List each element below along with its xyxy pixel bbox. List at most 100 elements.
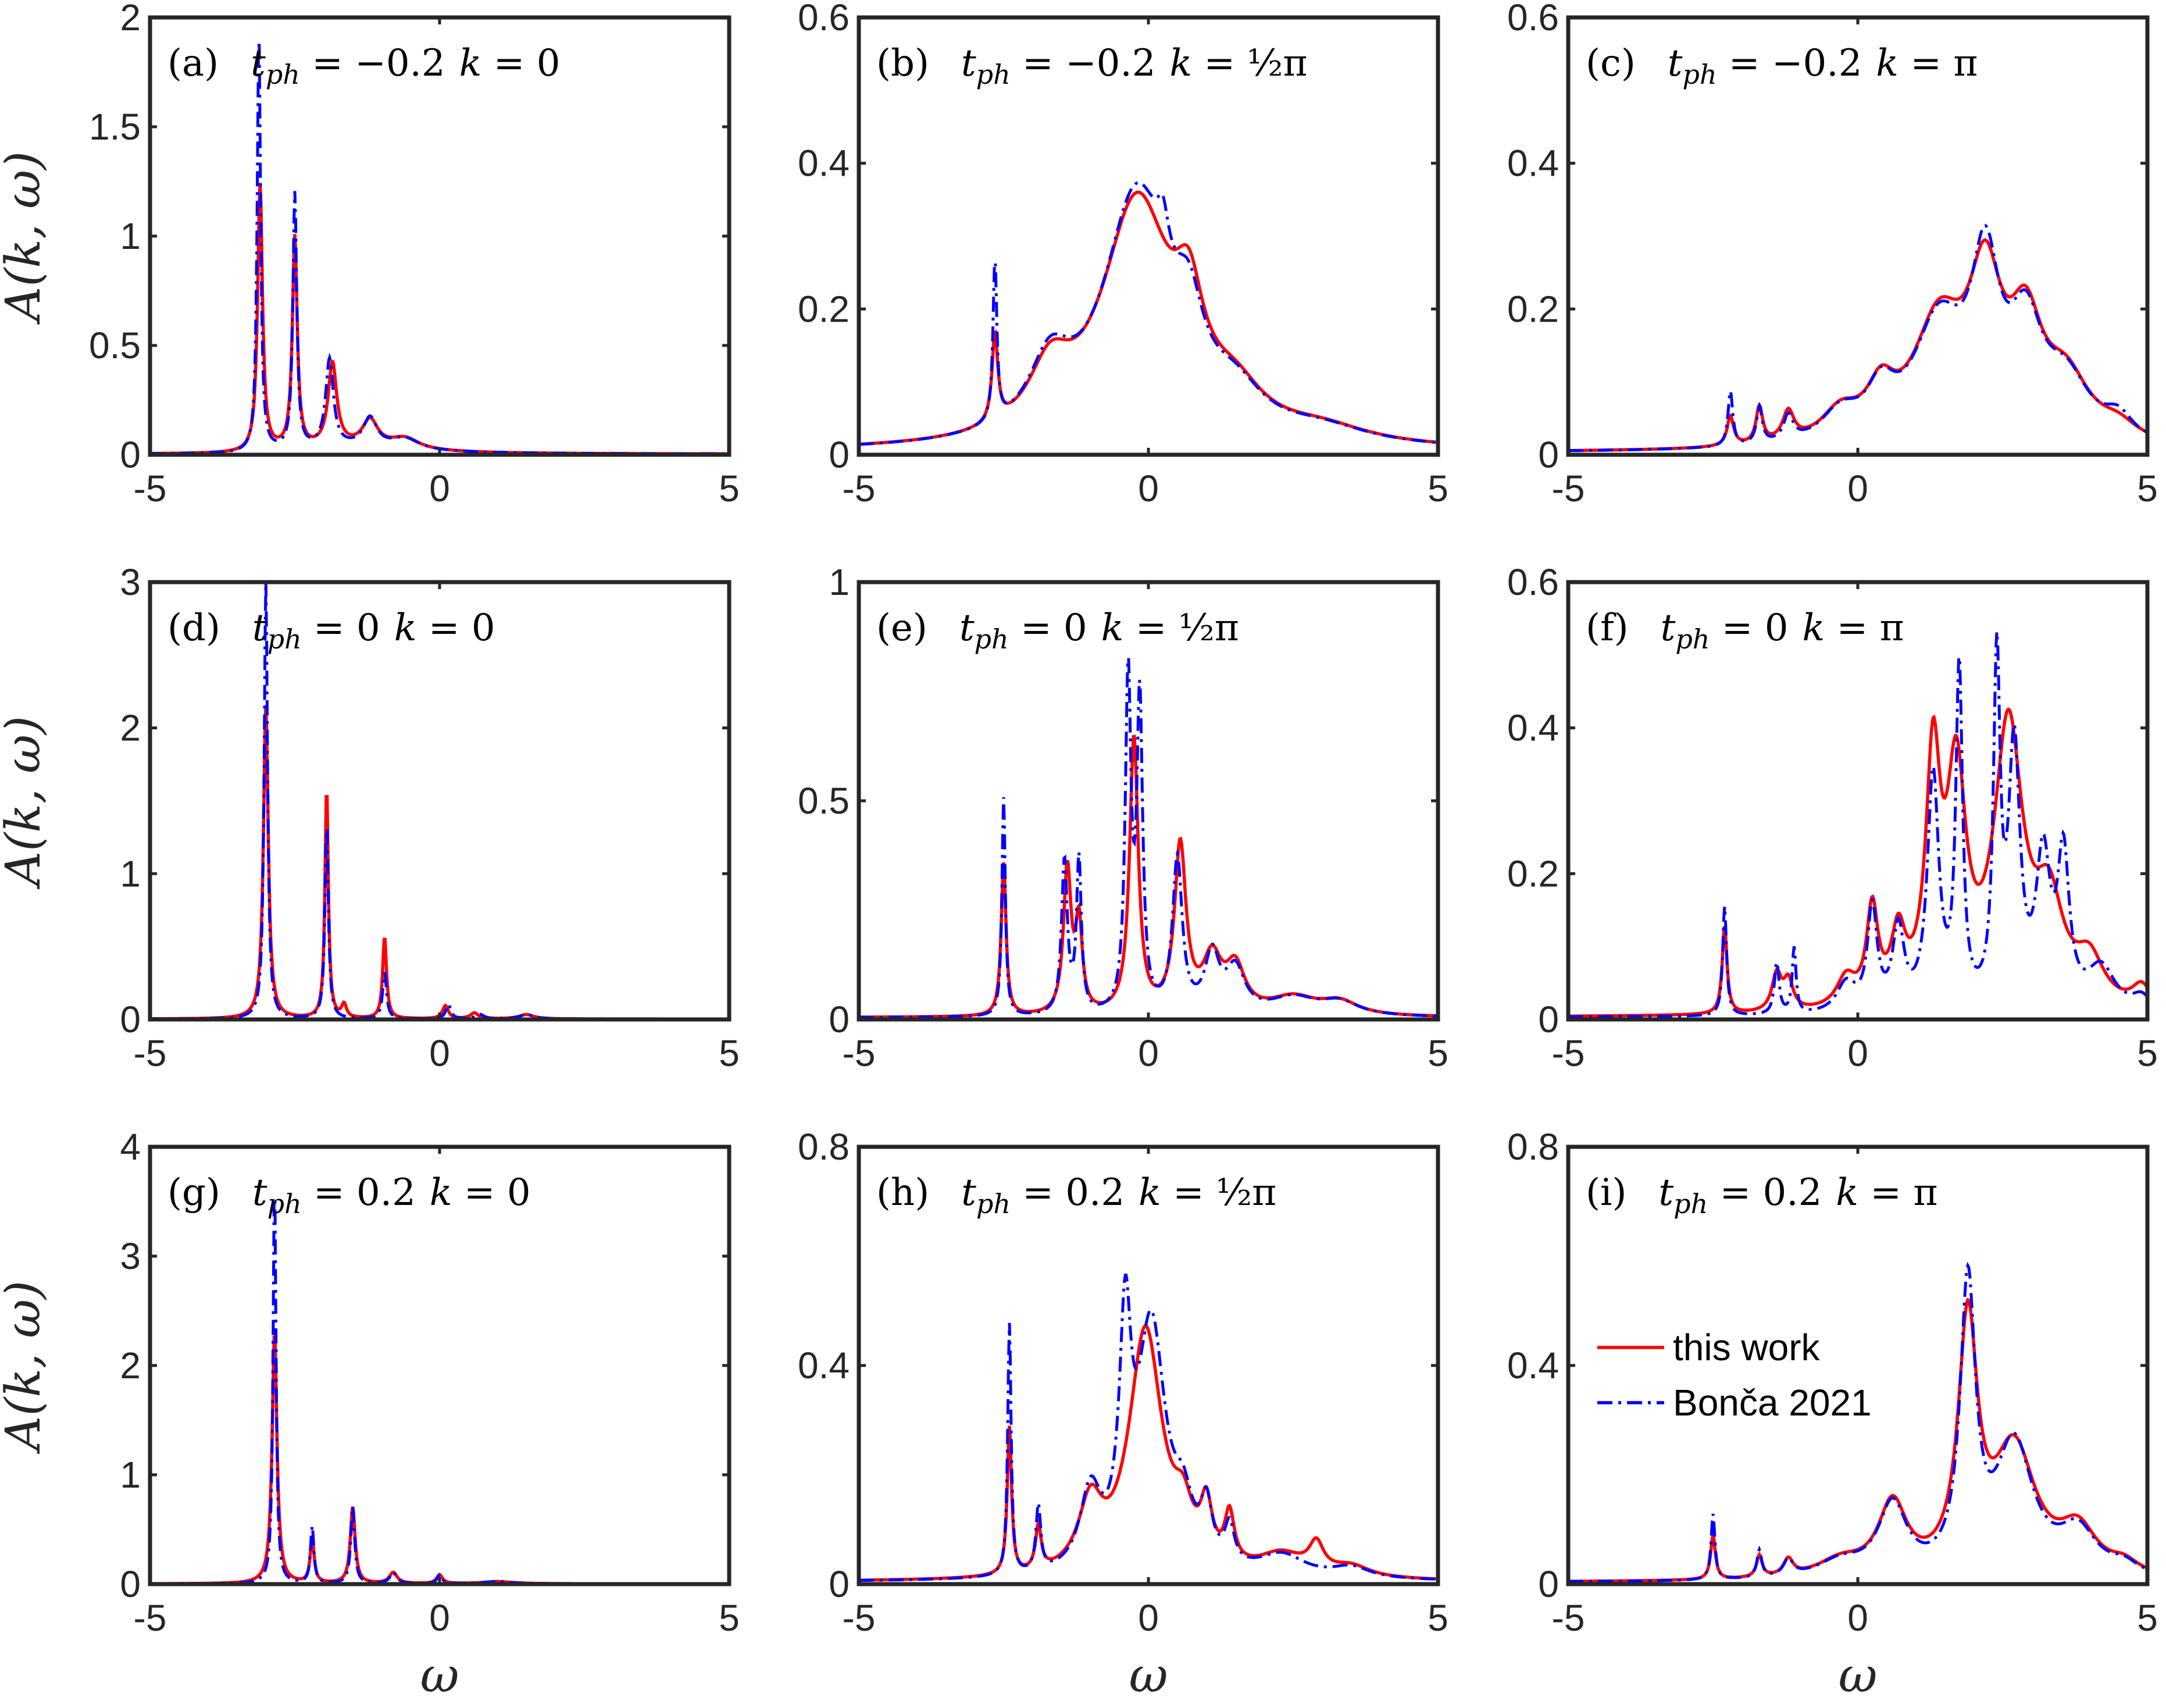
y-axis-label: A(k, ω) bbox=[0, 151, 51, 325]
x-tick-label: 5 bbox=[2137, 468, 2158, 509]
x-tick-label: 5 bbox=[2137, 1032, 2158, 1074]
series-bonca-2021-c bbox=[1568, 224, 2147, 452]
tph-value: 0 bbox=[1765, 607, 1789, 650]
y-tick-label: 0 bbox=[120, 434, 141, 476]
panel-title-c: (c) tph = −0.2 k = π bbox=[1586, 42, 1978, 90]
y-tick-label: 2 bbox=[120, 1345, 141, 1386]
x-tick-label: -5 bbox=[134, 1032, 167, 1074]
panel-label: (a) bbox=[167, 42, 219, 85]
x-tick-label: -5 bbox=[843, 1597, 876, 1639]
y-tick-label: 0 bbox=[829, 999, 850, 1040]
x-axis-label: ω bbox=[420, 1648, 459, 1703]
panel-h: 00.40.8-5 0 5(h) tph = 0.2 k = ½πω bbox=[798, 1126, 1448, 1703]
x-tick-label: 0 bbox=[1847, 1032, 1868, 1074]
series-this-work-g bbox=[150, 1335, 729, 1584]
y-tick-label: 0.4 bbox=[1507, 1345, 1559, 1386]
y-tick-label: 0.6 bbox=[1507, 561, 1559, 603]
k-value: 0 bbox=[537, 42, 561, 85]
series-this-work-c bbox=[1568, 238, 2147, 452]
series-bonca-2021-h bbox=[859, 1273, 1438, 1582]
panel-a: 00.511.52-5 0 5(a) tph = −0.2 k = 0A(k, ω) bbox=[0, 0, 740, 509]
panel-b: 00.20.40.6-5 0 5(b) tph = −0.2 k = ½π bbox=[798, 0, 1448, 509]
panel-label: (f) bbox=[1586, 607, 1629, 650]
x-tick-label: 0 bbox=[429, 1032, 450, 1074]
y-axis-label: A(k, ω) bbox=[0, 716, 51, 890]
panel-c: 00.20.40.6-5 0 5(c) tph = −0.2 k = π bbox=[1507, 0, 2158, 509]
series-bonca-2021-g bbox=[150, 1197, 729, 1584]
x-tick-label: -5 bbox=[134, 468, 167, 509]
y-tick-label: 0.4 bbox=[1507, 707, 1559, 749]
series-bonca-2021-e bbox=[859, 657, 1438, 1019]
x-axis-label: ω bbox=[1839, 1648, 1878, 1703]
tph-value: 0.2 bbox=[356, 1171, 416, 1214]
legend-label: Bonča 2021 bbox=[1673, 1382, 1872, 1424]
series-this-work-d bbox=[150, 705, 729, 1019]
y-tick-label: 0.2 bbox=[798, 288, 850, 330]
y-axis-label: A(k, ω) bbox=[0, 1281, 51, 1454]
x-tick-label: 5 bbox=[1428, 1032, 1448, 1074]
x-tick-label: 0 bbox=[1138, 1032, 1159, 1074]
y-tick-label: 0 bbox=[1538, 999, 1559, 1040]
y-tick-label: 3 bbox=[120, 561, 141, 603]
x-tick-label: 0 bbox=[1847, 1597, 1868, 1639]
y-tick-label: 1 bbox=[120, 853, 141, 894]
x-tick-label: -5 bbox=[1552, 468, 1585, 509]
k-value: ½π bbox=[1179, 607, 1239, 650]
series-this-work-a bbox=[150, 183, 729, 455]
panel-label: (e) bbox=[876, 607, 927, 650]
series-this-work-e bbox=[859, 734, 1438, 1019]
panel-label: (c) bbox=[1586, 42, 1636, 85]
y-tick-label: 3 bbox=[120, 1235, 141, 1277]
x-tick-label: 0 bbox=[1847, 468, 1868, 509]
tph-value: 0 bbox=[356, 607, 380, 650]
y-tick-label: 4 bbox=[120, 1126, 141, 1168]
panel-label: (g) bbox=[167, 1171, 220, 1214]
panel-title-a: (a) tph = −0.2 k = 0 bbox=[167, 42, 560, 90]
panel-title-h: (h) tph = 0.2 k = ½π bbox=[876, 1171, 1276, 1220]
k-value: 0 bbox=[472, 607, 495, 650]
tph-value: 0 bbox=[1064, 607, 1087, 650]
x-tick-label: 0 bbox=[1138, 468, 1159, 509]
panel-label: (i) bbox=[1586, 1171, 1626, 1214]
k-value: 0 bbox=[507, 1171, 531, 1214]
panel-title-i: (i) tph = 0.2 k = π bbox=[1586, 1171, 1937, 1220]
y-tick-label: 2 bbox=[120, 0, 141, 38]
y-tick-label: 0.2 bbox=[1507, 853, 1559, 894]
k-value: ½π bbox=[1216, 1171, 1276, 1214]
x-tick-label: 0 bbox=[1138, 1597, 1159, 1639]
x-axis-label: ω bbox=[1129, 1648, 1168, 1703]
y-tick-label: 1 bbox=[120, 1454, 141, 1496]
x-tick-label: 5 bbox=[1428, 1597, 1448, 1639]
x-tick-label: -5 bbox=[843, 1032, 876, 1074]
y-tick-label: 1 bbox=[120, 215, 141, 257]
y-tick-label: 1 bbox=[829, 561, 850, 603]
y-tick-label: 0.8 bbox=[1507, 1126, 1559, 1168]
x-tick-label: -5 bbox=[1552, 1032, 1585, 1074]
tph-value: 0.2 bbox=[1763, 1171, 1822, 1214]
y-tick-label: 1.5 bbox=[89, 106, 141, 148]
x-tick-label: 0 bbox=[429, 1597, 450, 1639]
panel-title-b: (b) tph = −0.2 k = ½π bbox=[876, 42, 1308, 90]
y-tick-label: 0.2 bbox=[1507, 288, 1559, 330]
y-tick-label: 0 bbox=[1538, 434, 1559, 476]
series-this-work-h bbox=[859, 1324, 1438, 1582]
series-bonca-2021-b bbox=[859, 181, 1438, 446]
panel-label: (d) bbox=[167, 607, 220, 650]
k-value: π bbox=[1913, 1171, 1937, 1214]
y-tick-label: 0.6 bbox=[798, 0, 850, 38]
panel-label: (b) bbox=[876, 42, 929, 85]
k-value: π bbox=[1953, 42, 1978, 85]
tph-value: −0.2 bbox=[1772, 42, 1862, 85]
series-bonca-2021-a bbox=[150, 41, 729, 455]
y-tick-label: 0 bbox=[120, 999, 141, 1040]
y-tick-label: 0.6 bbox=[1507, 0, 1559, 38]
series-this-work-i bbox=[1568, 1297, 2147, 1583]
x-tick-label: -5 bbox=[843, 468, 876, 509]
